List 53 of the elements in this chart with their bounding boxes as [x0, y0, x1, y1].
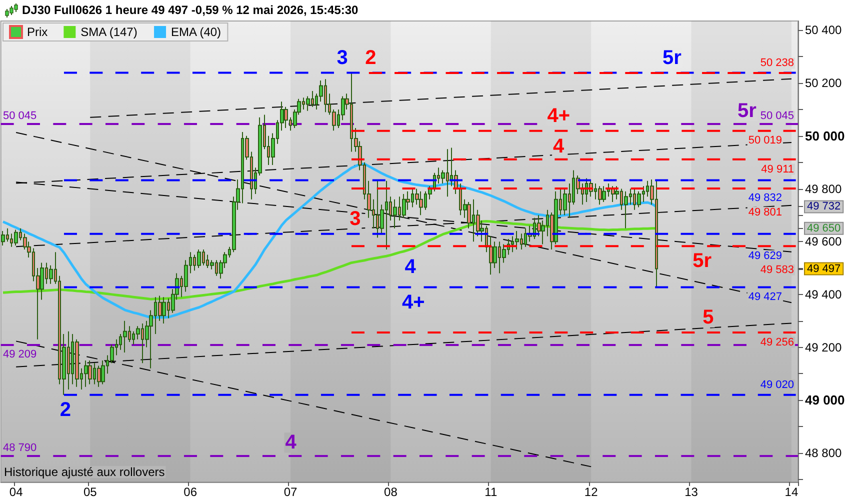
x-tick-label: 08: [384, 485, 398, 499]
y-tick-label: 49 650: [807, 222, 841, 234]
ref-line-label: 50 045: [3, 110, 37, 122]
y-tick-label: 49 497: [807, 262, 841, 275]
y-tick-label: 49 600: [805, 234, 842, 249]
x-tick-label: 05: [83, 485, 98, 499]
annotation: 5: [702, 306, 714, 328]
x-tick-label: 06: [184, 485, 198, 499]
annotation: 50 238: [760, 57, 794, 70]
x-tick-label: 04: [9, 485, 24, 499]
annotation: 49 832: [748, 192, 782, 204]
annotation: 4+: [402, 291, 425, 314]
y-tick-label: 49 400: [805, 287, 842, 302]
annotation: 49 583: [760, 264, 794, 276]
y-tick-label: 49 200: [805, 340, 842, 354]
annotation: 49 256: [760, 336, 794, 348]
annotation: 2: [365, 47, 376, 70]
y-tick-label: 50 200: [805, 76, 842, 90]
x-tick-label: 11: [484, 485, 498, 499]
annotation: 5r: [692, 250, 712, 272]
ref-line-label: 48 790: [3, 442, 37, 454]
annotation: 4: [404, 256, 417, 278]
legend-label: Prix: [27, 25, 48, 39]
y-tick-label: 49 732: [807, 200, 841, 213]
annotation: 49 911: [761, 163, 794, 176]
x-tick-label: 14: [784, 485, 798, 499]
legend-label: SMA (147): [80, 25, 138, 39]
annotation: 49 020: [760, 378, 794, 391]
y-tick-label: 48 800: [805, 446, 842, 460]
ref-line-label: 49 209: [3, 348, 37, 361]
annotation: 4: [285, 432, 298, 454]
annotation: 5r: [662, 46, 682, 69]
x-tick-label: 12: [584, 485, 598, 499]
x-tick-label: 07: [284, 485, 298, 499]
annotation: 4+: [547, 104, 570, 127]
annotation: 49 629: [748, 250, 782, 262]
chart-title: DJ30 Full0626 1 heure 49 497 -0,59 % 12 mai 2026, 15:45:30: [22, 3, 359, 17]
y-tick-label: 49 800: [805, 182, 842, 196]
annotation: 4: [553, 135, 566, 158]
annotation: 5r: [738, 100, 757, 122]
annotation: 49 427: [748, 291, 782, 304]
x-tick-label: 13: [684, 485, 698, 499]
legend-label: EMA (40): [171, 25, 222, 39]
y-tick-label: 50 400: [805, 23, 842, 38]
annotation: 50 019: [748, 134, 782, 147]
annotation: 49 801: [748, 206, 782, 218]
y-tick-label: 49 000: [805, 392, 845, 408]
annotation: 3: [336, 46, 348, 69]
annotation: 50 045: [760, 110, 794, 122]
annotation: 2: [60, 398, 71, 421]
annotation: 3: [350, 208, 361, 230]
y-tick-label: 50 000: [805, 128, 845, 144]
annotation: Historique ajusté aux rollovers: [4, 465, 165, 479]
